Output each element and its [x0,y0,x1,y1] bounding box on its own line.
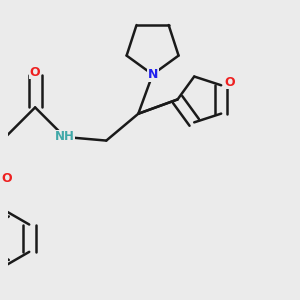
Text: O: O [2,172,13,185]
Text: N: N [147,68,158,81]
Text: NH: NH [55,130,75,143]
Text: O: O [224,76,235,88]
Text: O: O [30,65,40,79]
